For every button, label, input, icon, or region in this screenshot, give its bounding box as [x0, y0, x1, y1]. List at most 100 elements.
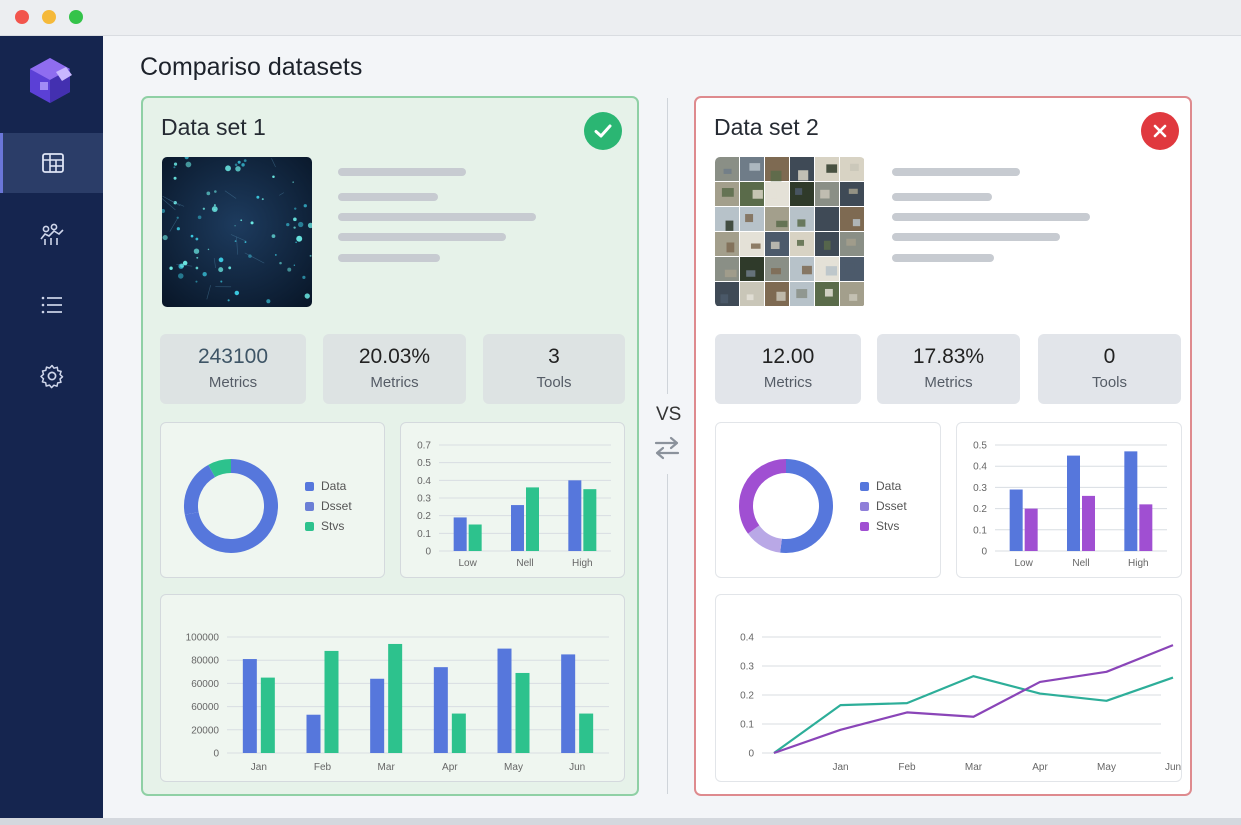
bar-low-a [453, 517, 467, 551]
swap-icon[interactable] [652, 435, 682, 466]
x-tick-label: Mar [965, 762, 983, 773]
donut-slice-dsset [184, 464, 216, 515]
list-icon [41, 296, 62, 314]
minimize-window-button[interactable] [42, 10, 56, 24]
x-tick-label: Feb [314, 762, 332, 773]
check-icon [584, 112, 622, 150]
text-placeholder [338, 213, 536, 221]
x-tick-label: Apr [1032, 762, 1048, 773]
donut-chart [184, 459, 278, 553]
y-tick-label: 0.1 [973, 525, 987, 536]
text-placeholder [892, 168, 1020, 176]
bar-jun-a [561, 654, 576, 753]
stat-value: 243100 [197, 345, 269, 368]
y-tick-label: 60000 [191, 702, 219, 713]
bar-chart-card: 0 0.1 0.2 0.3 0.4 0.5 0.7 Low Nell High [400, 422, 625, 578]
x-tick-label: High [1128, 558, 1149, 569]
text-placeholder [892, 233, 1060, 241]
x-tick-label: Jan [832, 762, 848, 773]
sidebar-item-list[interactable] [0, 275, 103, 335]
stat-card: 3 Tools [483, 334, 625, 404]
y-tick-label: 100000 [186, 633, 220, 644]
bar-jan-b [260, 677, 275, 753]
y-tick-label: 0.5 [417, 458, 431, 469]
bar-high-a [568, 480, 582, 551]
bar-chart-card: 0 0.1 0.2 0.3 0.4 0.5 Low Nell High [956, 422, 1182, 578]
stat-label: Tools [1091, 374, 1128, 391]
bar-chart: 0 0.1 0.2 0.3 0.4 0.5 Low Nell High [973, 441, 1167, 569]
stat-value: 17.83% [912, 345, 985, 368]
stat-label: Tools [536, 374, 572, 391]
text-placeholder [338, 254, 440, 262]
donut-slice-data [184, 459, 278, 553]
bar-nell-b [526, 487, 539, 551]
bar-may-a [497, 648, 512, 753]
bar-high-b [583, 489, 597, 551]
legend-item: Data [860, 476, 907, 496]
stat-value: 12.00 [761, 345, 815, 368]
y-tick-label: 0.2 [973, 504, 987, 515]
dataset-thumbnail-image [715, 157, 865, 307]
panel-title: Data set 2 [714, 114, 819, 140]
stat-label: Metrics [370, 374, 419, 391]
y-tick-label: 0.3 [973, 483, 987, 494]
legend-item: Stvs [860, 516, 907, 536]
bar-feb-b [324, 650, 339, 753]
bar-high-a [1124, 451, 1138, 551]
divider [667, 98, 668, 394]
y-tick-label: 80000 [191, 656, 219, 667]
chart-legend: Data Dsset Stvs [305, 476, 352, 536]
app-logo-icon[interactable] [26, 56, 74, 106]
y-tick-label: 0.4 [740, 633, 754, 644]
x-tick-label: Nell [1072, 558, 1089, 569]
x-tick-label: Mar [378, 762, 396, 773]
x-tick-label: Jun [1165, 762, 1181, 773]
stat-value: 3 [548, 345, 560, 368]
stat-card: 20.03% Metrics [323, 334, 466, 404]
bar-mar-a [370, 678, 385, 753]
text-placeholder [338, 193, 438, 201]
bar-nell-b [1082, 495, 1095, 551]
donut-chart [739, 459, 833, 553]
y-tick-label: 0.7 [417, 441, 431, 452]
sidebar-item-settings[interactable] [0, 346, 103, 406]
monthly-bar-chart: 0 20000 60000 60000 80000 100000 Jan Feb Mar Apr M… [186, 633, 609, 773]
gear-icon [39, 364, 63, 389]
y-tick-label: 0 [981, 547, 987, 558]
y-tick-label: 0.1 [417, 529, 431, 540]
y-tick-label: 0.2 [417, 511, 431, 522]
legend-item: Stvs [305, 516, 352, 536]
y-tick-label: 0.4 [973, 462, 987, 473]
donut-slice-stvs [739, 459, 787, 534]
bar-low-b [1024, 508, 1038, 551]
x-tick-label: Low [458, 558, 477, 569]
line-series-a [773, 675, 1174, 754]
legend-item: Dsset [305, 496, 352, 516]
bar-nell-a [1067, 455, 1080, 551]
sidebar-item-analytics[interactable] [0, 204, 103, 264]
vs-label: VS [656, 404, 682, 425]
close-window-button[interactable] [15, 10, 29, 24]
x-tick-label: Nell [516, 558, 533, 569]
monthly-bar-chart-card: 0 20000 60000 60000 80000 100000 Jan Feb Mar Apr M… [160, 594, 625, 782]
y-tick-label: 20000 [191, 725, 219, 736]
window-bottom-edge [0, 818, 1241, 825]
y-tick-label: 0.3 [740, 662, 754, 673]
y-tick-label: 0 [748, 749, 754, 760]
donut-slice-dsset [747, 525, 783, 553]
maximize-window-button[interactable] [69, 10, 83, 24]
x-tick-label: Jan [251, 762, 267, 773]
dataset-2-panel: Data set 2 12.00 Metrics 17.83% Metrics … [694, 96, 1192, 796]
y-tick-label: 0.4 [417, 476, 431, 487]
bar-mar-b [388, 643, 403, 753]
stat-label: Metrics [763, 374, 813, 391]
y-tick-label: 0.1 [740, 720, 754, 731]
bar-low-b [468, 524, 482, 551]
close-icon [1141, 112, 1179, 150]
sidebar-item-dashboard[interactable] [0, 133, 103, 193]
chart-legend: Data Dsset Stvs [860, 476, 907, 536]
donut-chart-card: Data Dsset Stvs [715, 422, 941, 578]
y-tick-label: 0 [425, 547, 431, 558]
x-tick-label: High [572, 558, 593, 569]
y-tick-label: 0.3 [417, 494, 431, 505]
